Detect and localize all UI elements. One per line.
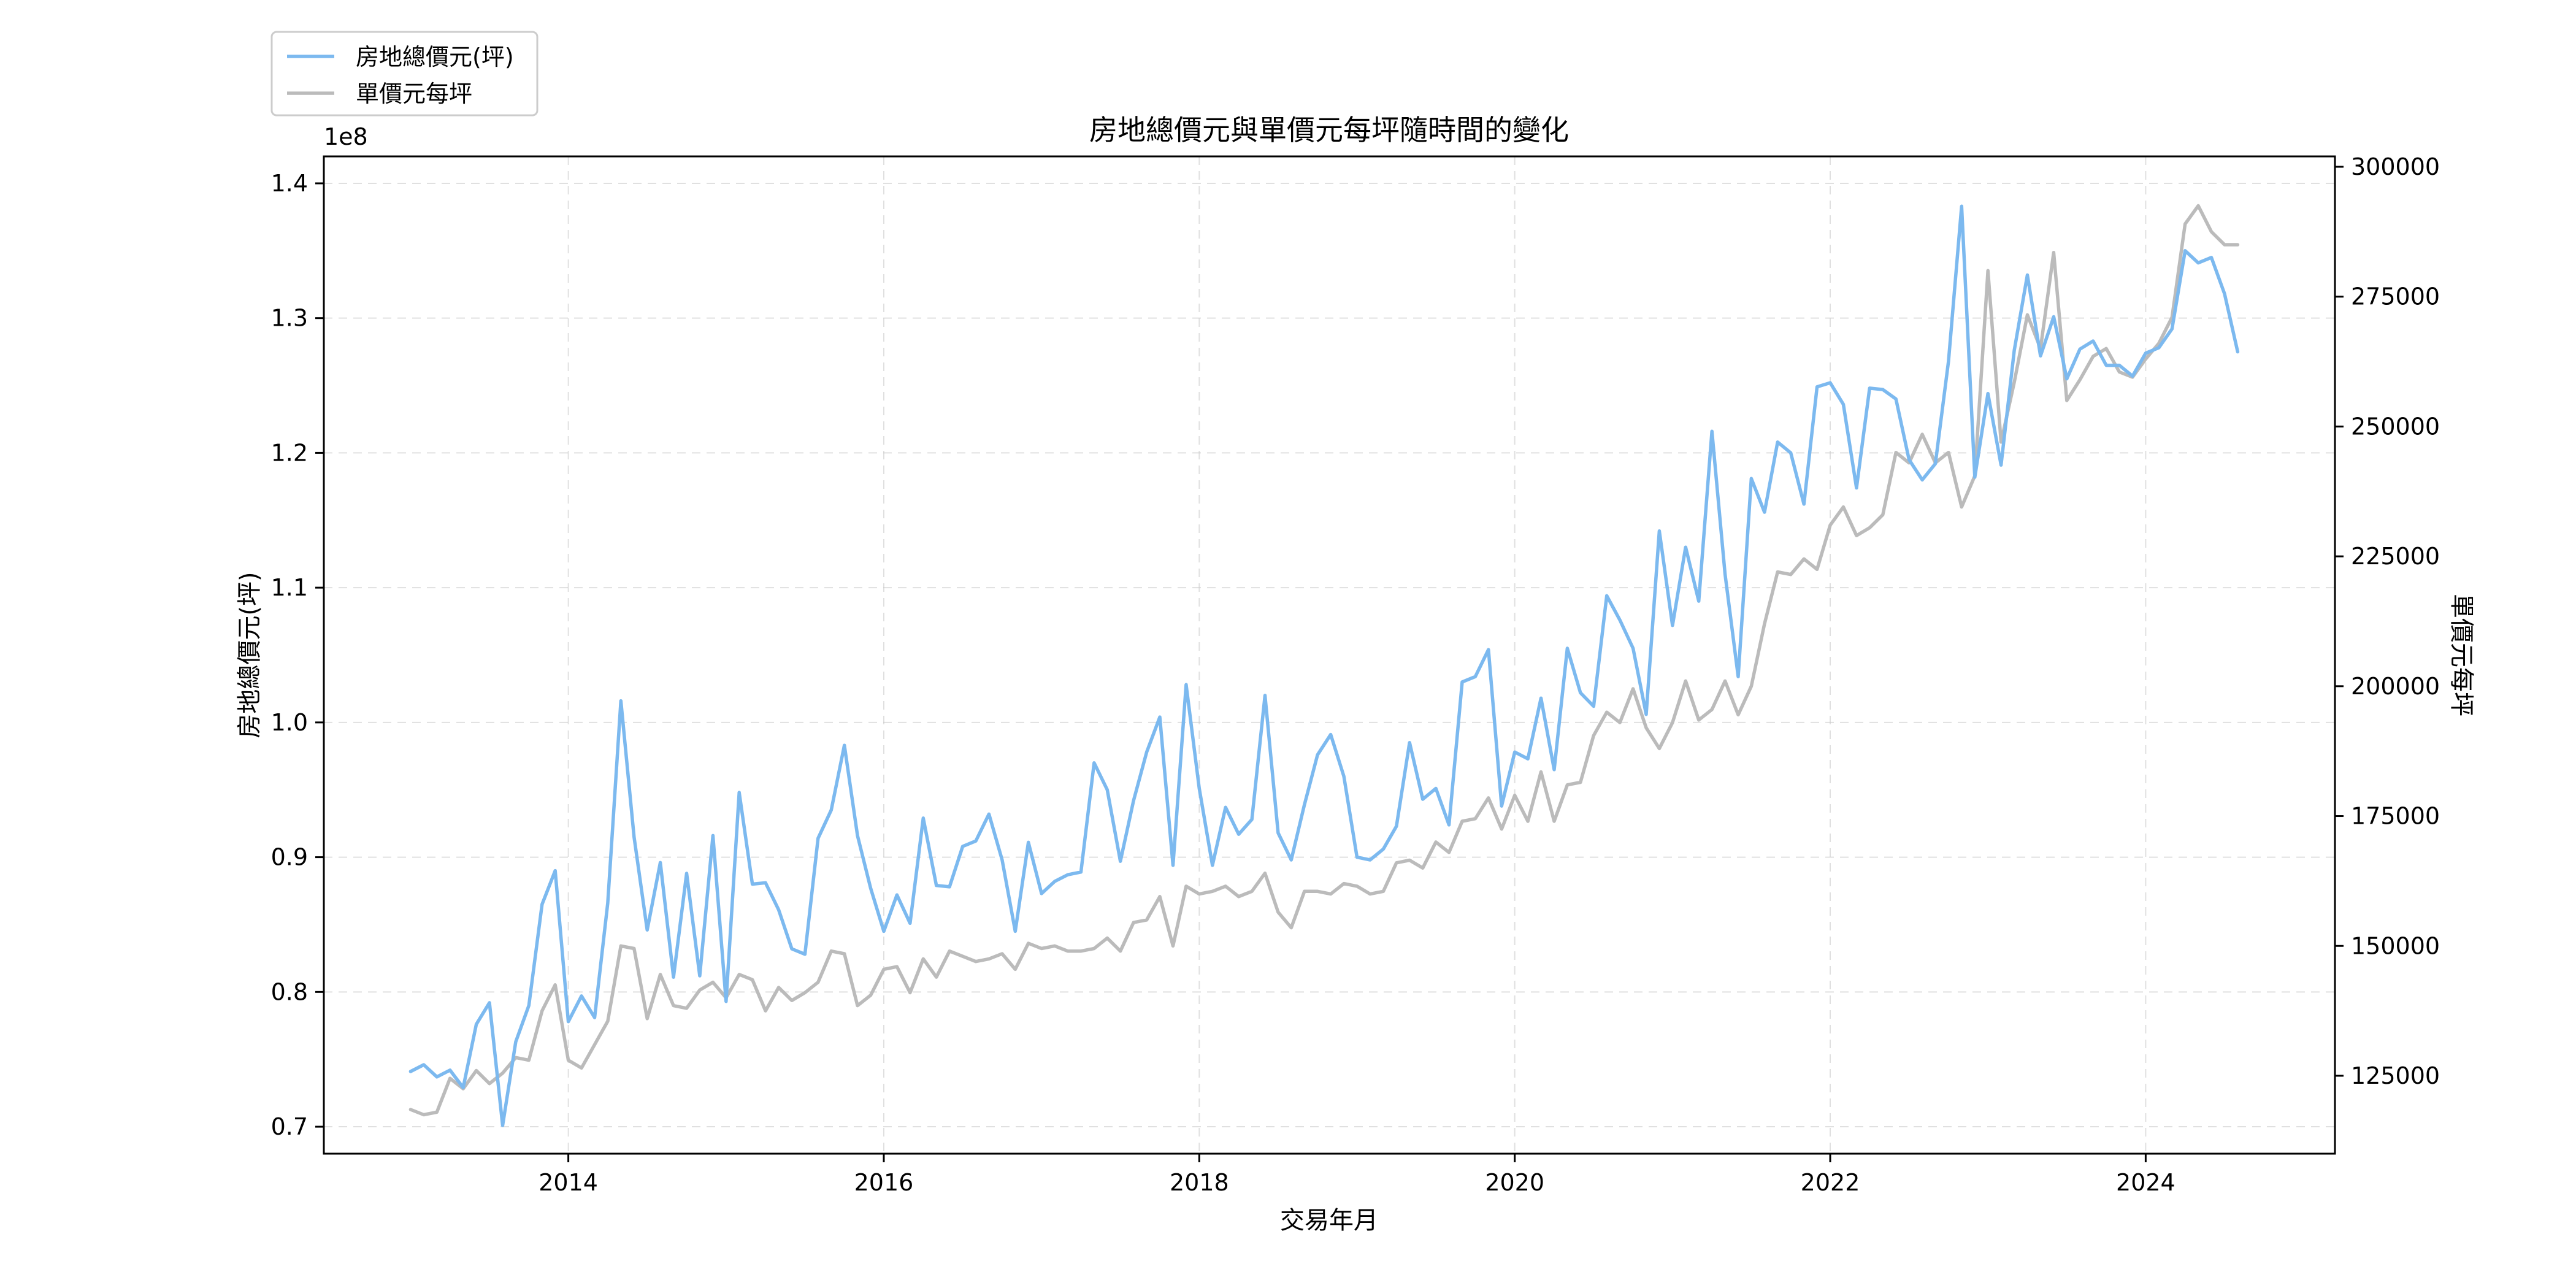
legend-box [270,31,539,117]
right-tick-label: 250000 [2351,413,2440,440]
ticks-layer: 2014 2016 2018 2020 2022 2024 0.7 0.8 0.9 1.0 1.1 1… [271,153,2440,1196]
x-tick-label: 2014 [539,1169,598,1196]
left-tick-label: 1.2 [271,439,308,466]
left-axis-label: 房地總價元(坪) [236,572,264,738]
left-tick-label: 0.7 [271,1113,308,1140]
chart-title: 房地總價元與單價元每坪隨時間的變化 [1089,113,1569,147]
series-line-total-price [408,204,2240,1127]
left-axis-offset-text: 1e8 [324,123,368,150]
x-tick-label: 2020 [1485,1169,1544,1196]
right-tick-label: 125000 [2351,1062,2440,1089]
series-line-unit-price [408,204,2240,1117]
legend-label-unit-price: 單價元每坪 [356,80,472,107]
right-tick-label: 200000 [2351,673,2440,700]
grid-layer [324,156,2335,1154]
x-tick-label: 2024 [2116,1169,2175,1196]
plot-frame [323,155,2336,1155]
left-tick-label: 0.9 [271,844,308,871]
right-tick-label: 300000 [2351,153,2440,180]
left-tick-label: 1.0 [271,709,308,736]
left-tick-label: 1.4 [271,170,308,197]
x-tick-label: 2016 [854,1169,914,1196]
x-axis-label: 交易年月 [1280,1206,1378,1235]
left-tick-label: 1.1 [271,574,308,601]
right-axis-label: 單價元每坪 [2447,594,2475,716]
legend-label-total-price: 房地總價元(坪) [356,44,514,71]
left-tick-label: 1.3 [271,305,308,332]
x-tick-label: 2022 [1801,1169,1860,1196]
right-tick-label: 175000 [2351,803,2440,830]
right-tick-label: 225000 [2351,543,2440,570]
left-tick-label: 0.8 [271,978,308,1005]
right-tick-label: 275000 [2351,283,2440,310]
right-tick-label: 150000 [2351,932,2440,959]
x-tick-label: 2018 [1170,1169,1229,1196]
series-layer [408,204,2240,1127]
legend: 房地總價元(坪) 單價元每坪 [270,31,539,117]
